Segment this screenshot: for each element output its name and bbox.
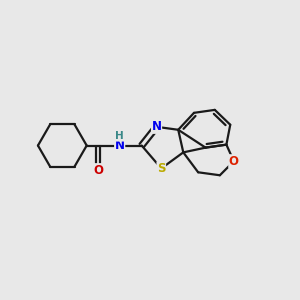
Text: N: N [115,139,125,152]
Text: H: H [115,131,124,141]
Text: S: S [157,162,166,175]
Text: O: O [229,155,239,168]
Text: O: O [93,164,103,177]
Text: N: N [152,120,161,133]
